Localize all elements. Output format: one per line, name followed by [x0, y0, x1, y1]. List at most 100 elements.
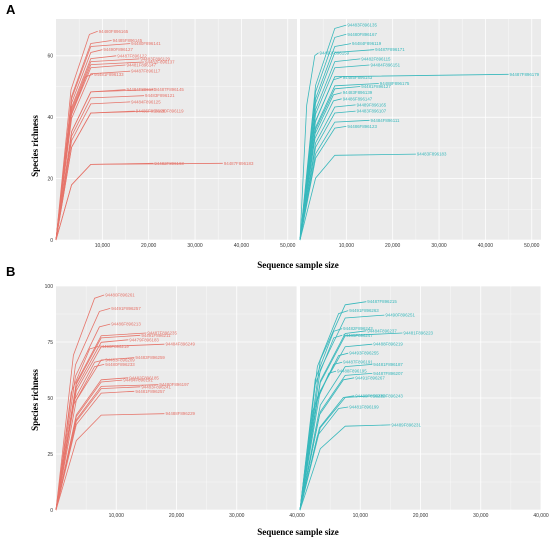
series-label: 94489F896239 [355, 393, 385, 398]
series-label: 94484F896131 [127, 87, 157, 92]
series-line [299, 119, 370, 241]
series-label: 94481F896147 [127, 63, 157, 68]
grid-lines [300, 19, 541, 241]
series-line [299, 334, 343, 511]
series-label: 94484F896151 [371, 63, 401, 68]
series-label: 94484F896237 [367, 328, 397, 333]
series-label: 94490F896219 [99, 344, 129, 349]
x-tick-label: 20,000 [141, 243, 157, 249]
x-tick-label: 50,000 [280, 243, 296, 249]
series-curves [299, 24, 509, 241]
series-label: 94482F896137 [145, 59, 175, 64]
x-tick-label: 30,000 [431, 243, 447, 249]
series-line [55, 323, 111, 511]
facet-teal: 10,000 20,000 30,000 40,000 94487F896215 9449… [299, 285, 549, 519]
series-label: 94490F896159 [320, 50, 350, 55]
series-label: 94482F896185 [129, 375, 159, 380]
series-line [299, 126, 347, 241]
series-label: 94487F896207 [373, 371, 403, 376]
series-label: 94483F896183 [417, 152, 447, 157]
series-line [299, 377, 355, 511]
series-label: 94487F896117 [131, 69, 161, 74]
chart-panel-a: 10,000 20,000 30,000 40,000 50,000 0 20 40 60 944… [47, 19, 541, 249]
series-label: 94481F896257 [135, 389, 165, 394]
x-tick-label: 10,000 [339, 243, 355, 249]
series-label: 94483F896107 [357, 109, 387, 114]
series-label: 94481F896199 [349, 404, 379, 409]
series-label: 94489F896165 [357, 102, 387, 107]
series-label: 94484F896249 [165, 342, 195, 347]
series-label: 94483F896139 [343, 90, 373, 95]
series-label: 94482F896115 [361, 56, 391, 61]
series-label: 94491F896267 [355, 375, 385, 380]
panel-label-a: A [6, 2, 16, 17]
series-labels: 94480F896165 94485F89614594480F8961419449… [94, 29, 254, 166]
y-axis-title-a: Species richness [30, 115, 40, 177]
series-label: 94487F896145 [154, 87, 184, 92]
series-line [55, 70, 131, 241]
series-label: 94479F896183 [129, 337, 159, 342]
series-line [299, 424, 391, 511]
x-axis-title-a: Sequence sample size [257, 260, 339, 270]
series-label: 94487F896171 [375, 47, 405, 52]
series-label: 94488F896175 [380, 81, 410, 86]
series-line [299, 76, 342, 241]
series-label: 94487F896191 [343, 360, 373, 365]
x-tick-label: 30,000 [473, 513, 489, 519]
series-label: 94491F896263 [349, 308, 379, 313]
y-tick-label: 0 [50, 508, 53, 514]
x-tick-label: 10,000 [353, 513, 369, 519]
series-label: 94482F896243 [343, 326, 373, 331]
series-label: 94491F896257 [111, 306, 141, 311]
series-line [299, 406, 349, 511]
series-line [55, 110, 154, 241]
series-label: 94480F896167 [347, 32, 377, 37]
series-label: 94488F896195 [337, 369, 367, 374]
series-label: 94480F896119 [154, 109, 184, 114]
series-label: 94486F896128 [136, 109, 166, 114]
series-line [299, 370, 337, 511]
x-tick-label: 40,000 [234, 243, 250, 249]
series-label: 94481F896223 [403, 331, 433, 336]
series-line [55, 101, 131, 241]
series-line [55, 390, 135, 511]
grid-lines [56, 285, 298, 511]
series-line [55, 413, 165, 511]
series-curves [299, 301, 403, 511]
series-label: 94483F896259 [135, 355, 165, 360]
series-label: 94487F896235 [147, 331, 177, 336]
series-line [55, 364, 105, 511]
x-tick-label: 40,000 [289, 513, 305, 519]
series-label: 94480F896141 [131, 41, 161, 46]
x-tick-label: 40,000 [533, 513, 549, 519]
facet-red: 10,000 20,000 30,000 40,000 0 25 50 75 100 94480F… [45, 284, 305, 519]
series-label: 94480F896261 [105, 292, 135, 297]
series-label: 94484F896125 [131, 99, 161, 104]
y-tick-label: 20 [47, 176, 53, 182]
x-tick-label: 30,000 [187, 243, 203, 249]
series-label: 94485F896247 [343, 333, 373, 338]
series-line [299, 110, 356, 241]
series-label: 94483F896209 [105, 357, 135, 362]
x-tick-label: 20,000 [413, 513, 429, 519]
series-line [55, 162, 223, 241]
series-label: 94487F896183 [224, 161, 254, 166]
chart-panel-b: 10,000 20,000 30,000 40,000 0 25 50 75 100 94480F… [45, 284, 549, 519]
series-line [55, 30, 98, 241]
series-label: 94481F896187 [373, 362, 403, 367]
x-tick-label: 40,000 [478, 243, 494, 249]
series-line [299, 153, 416, 241]
y-tick-label: 40 [47, 115, 53, 121]
series-label: 94485F896143 [343, 75, 373, 80]
series-label: 94490F896127 [103, 47, 133, 52]
series-labels: 94487F896215 94491F896263 94490F896251 9448… [337, 299, 433, 427]
series-label: 94480F896233 [105, 362, 135, 367]
series-line [55, 346, 99, 511]
series-label: 94487F896122 [117, 53, 147, 58]
x-tick-label: 20,000 [169, 513, 185, 519]
series-label: 94480F896165 [99, 29, 129, 34]
facet-red: 10,000 20,000 30,000 40,000 50,000 0 20 40 60 944… [47, 19, 297, 249]
series-label: 94487F896179 [510, 72, 540, 77]
grid-lines [300, 285, 542, 511]
